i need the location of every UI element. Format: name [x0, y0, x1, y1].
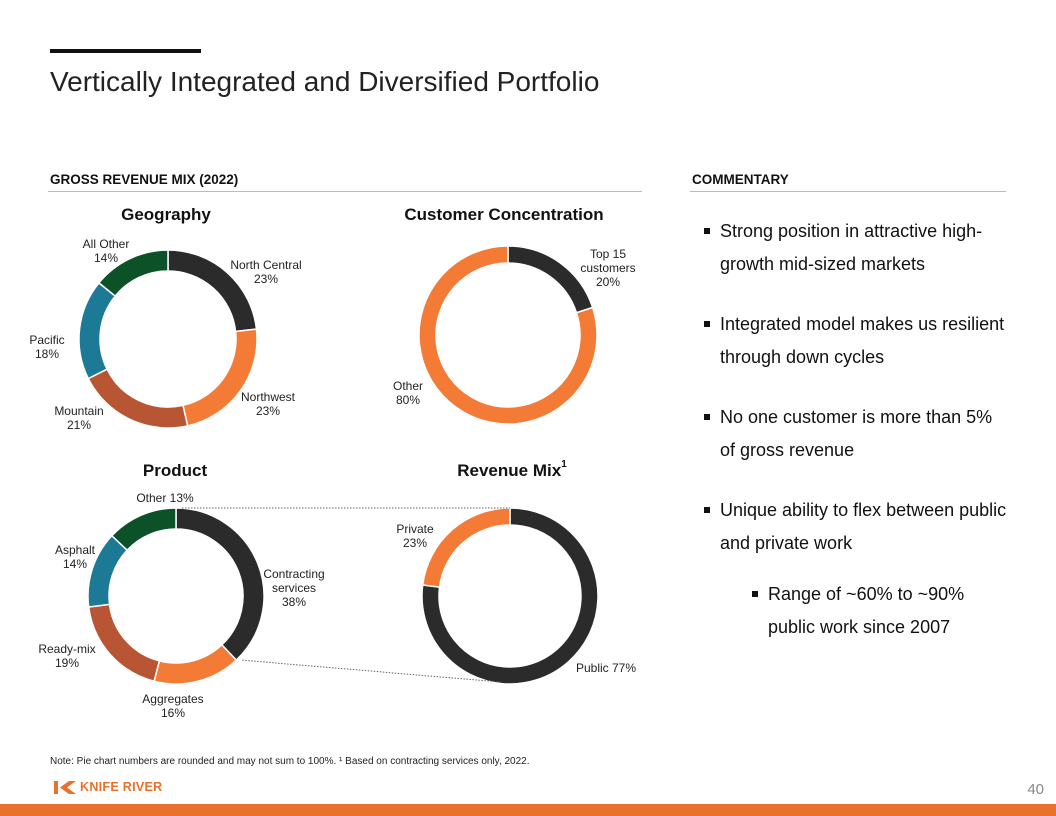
donut-slice-all-other [97, 249, 169, 298]
section-heading-revenue-mix: GROSS REVENUE MIX (2022) [50, 172, 239, 187]
section-heading-commentary: COMMENTARY [692, 172, 789, 187]
section-rule-right [690, 191, 1006, 192]
commentary-list: Strong position in attractive high-growt… [702, 215, 1012, 671]
chart-title-product: Product [142, 461, 208, 480]
section-rule-left [48, 191, 642, 192]
donut-slice-top-15-customers [507, 245, 594, 314]
slice-label-mountain: Mountain 21% [54, 404, 103, 432]
donut-slice-private [421, 507, 511, 588]
donut-slice-other [418, 245, 598, 425]
donut-slice-other [110, 507, 177, 552]
title-accent-bar [50, 49, 201, 53]
donut-slice-ready-mix [87, 603, 161, 683]
slice-label-other: Other 13% [136, 491, 194, 505]
chart-title-geography: Geography [121, 205, 211, 224]
donut-chart-revenue-mix: Public 77% Private 23% [396, 507, 636, 685]
donut-chart-product: Contracting services 38% Aggregates 16% Ready… [38, 491, 324, 720]
slice-label-top-15-customers: Top 15 customers 20% [580, 247, 635, 289]
slice-label-private: Private 23% [396, 522, 434, 550]
company-logo: KNIFE RIVER [54, 780, 162, 794]
page-number: 40 [1027, 781, 1044, 798]
donut-chart-geography: North Central 23% Northwest 23% Mountain 21% P… [29, 237, 301, 432]
slice-label-public: Public 77% [576, 661, 636, 675]
donut-chart-customer-concentration: Top 15 customers 20% Other 80% [393, 245, 636, 425]
footnote: Note: Pie chart numbers are rounded and … [50, 756, 530, 767]
slice-label-pacific: Pacific 18% [29, 333, 64, 361]
chart-title-customer-concentration: Customer Concentration [404, 205, 604, 224]
logo-text: KNIFE RIVER [80, 780, 163, 794]
bullet-marker-icon [752, 591, 758, 597]
commentary-bullet: Integrated model makes us resilient thro… [702, 308, 1012, 374]
donut-slice-northwest [182, 328, 258, 427]
donut-slice-pacific [78, 281, 117, 380]
slice-label-aggregates: Aggregates 16% [142, 692, 203, 720]
page-title: Vertically Integrated and Diversified Po… [50, 66, 600, 97]
commentary-bullet: Unique ability to flex between public an… [702, 494, 1012, 560]
footer-bar [0, 804, 1056, 816]
footnote-marker: 1 [561, 459, 567, 470]
bullet-marker-icon [704, 414, 710, 420]
donut-slice-public [421, 507, 599, 685]
slice-label-contracting-services: Contracting services 38% [263, 567, 324, 609]
chart-title-revenue-mix: Revenue Mix1 [457, 459, 567, 480]
connector-line [242, 659, 501, 683]
slice-label-other: Other 80% [393, 379, 423, 407]
commentary-bullet: No one customer is more than 5% of gross… [702, 401, 1012, 467]
donut-slice-mountain [87, 368, 189, 429]
slice-label-north-central: North Central 23% [230, 258, 301, 286]
bullet-marker-icon [704, 321, 710, 327]
bullet-marker-icon [704, 228, 710, 234]
commentary-sub-bullet: Range of ~60% to ~90% public work since … [750, 578, 1012, 644]
slice-label-asphalt: Asphalt 14% [55, 543, 96, 571]
slice-label-northwest: Northwest 23% [241, 390, 296, 418]
knife-river-logo-icon [54, 780, 76, 794]
slice-label-ready-mix: Ready-mix 19% [38, 642, 95, 670]
donut-slice-contracting-services [175, 507, 265, 662]
donut-slice-aggregates [153, 643, 238, 685]
slice-label-all-other: All Other 14% [83, 237, 130, 265]
bullet-marker-icon [704, 507, 710, 513]
commentary-bullet: Strong position in attractive high-growt… [702, 215, 1012, 281]
